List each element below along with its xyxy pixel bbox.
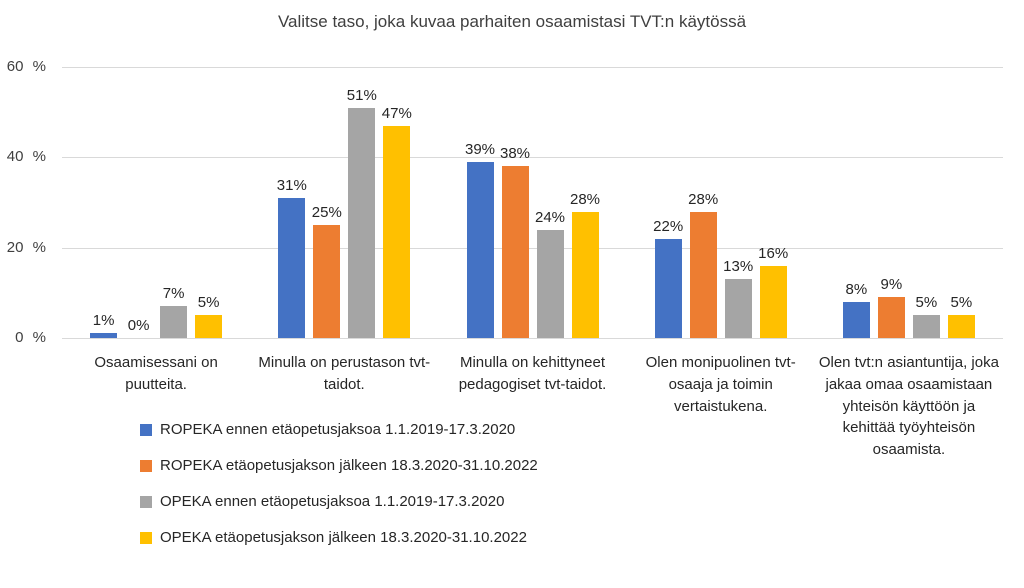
category-label: Minulla on perustason tvt-taidot.: [258, 354, 431, 393]
y-axis-tick-label: 20 %: [6, 238, 46, 256]
category-label: Olen monipuolinen tvt-osaaja ja toimin v…: [645, 354, 796, 415]
bar-value-label: 9%: [880, 276, 903, 294]
bar-value-label: 47%: [381, 104, 412, 122]
bar: [536, 229, 564, 338]
bar-value-label: 5%: [950, 294, 973, 312]
bar: [313, 225, 341, 338]
bar: [90, 333, 118, 338]
bar: [912, 315, 940, 338]
chart-title: Valitse taso, joka kuvaa parhaiten osaam…: [277, 12, 747, 31]
bar: [947, 315, 975, 338]
category-label: Minulla on kehittyneet pedagogiset tvt-t…: [458, 354, 607, 393]
bar: [842, 301, 870, 338]
legend-item: OPEKA etäopetusjakson jälkeen 18.3.2020-…: [140, 529, 538, 546]
bar: [759, 265, 787, 338]
bar-value-label: 39%: [464, 140, 496, 158]
legend-label: OPEKA etäopetusjakson jälkeen 18.3.2020-…: [160, 529, 527, 546]
bar: [383, 125, 411, 338]
legend-item: ROPEKA ennen etäopetusjaksoa 1.1.2019-17…: [140, 421, 538, 438]
bar-value-label: 38%: [499, 145, 531, 163]
gridline: [62, 247, 1003, 249]
bar: [501, 166, 529, 338]
bar-value-label: 22%: [653, 217, 684, 235]
bar: [278, 197, 306, 338]
legend-item: OPEKA ennen etäopetusjaksoa 1.1.2019-17.…: [140, 493, 538, 510]
bar-value-label: 5%: [197, 294, 220, 312]
bar-value-label: 13%: [723, 258, 754, 276]
legend-label: ROPEKA etäopetusjakson jälkeen 18.3.2020…: [160, 457, 538, 474]
bar-value-label: 31%: [276, 176, 307, 194]
bar: [571, 211, 599, 338]
bar-value-label: 28%: [688, 190, 719, 208]
category-label: Olen tvt:n asiantuntija, joka jakaa omaa…: [818, 354, 999, 458]
bar: [724, 279, 752, 338]
legend: ROPEKA ennen etäopetusjaksoa 1.1.2019-17…: [140, 421, 538, 546]
gridline: [62, 157, 1003, 159]
legend-label: OPEKA ennen etäopetusjaksoa 1.1.2019-17.…: [160, 493, 505, 510]
bar-value-label: 7%: [162, 285, 185, 303]
y-axis-tick-label: 60 %: [6, 58, 46, 75]
bar: [654, 238, 682, 338]
bar-value-label: 5%: [915, 294, 938, 312]
bar: [195, 315, 223, 338]
legend-swatch: [140, 459, 152, 472]
gridline: [62, 67, 1003, 68]
bar-value-label: 28%: [569, 190, 601, 208]
gridline: [62, 338, 1003, 339]
legend-swatch: [140, 531, 152, 544]
bar-value-label: 1%: [92, 312, 115, 330]
bar-value-label: 16%: [758, 244, 789, 262]
bar-value-label: 0%: [127, 317, 150, 334]
y-axis-tick-label: 40 %: [6, 148, 46, 166]
bar: [689, 211, 717, 338]
bar-value-label: 51%: [346, 86, 377, 104]
legend-item: ROPEKA etäopetusjakson jälkeen 18.3.2020…: [140, 457, 538, 474]
bar: [877, 297, 905, 338]
y-axis-tick-label: 0 %: [15, 329, 46, 346]
legend-swatch: [140, 423, 152, 436]
legend-swatch: [140, 495, 152, 508]
bar: [348, 107, 376, 338]
bar-value-label: 25%: [311, 204, 342, 222]
bar: [160, 306, 188, 338]
bar: [466, 161, 494, 338]
bar-value-label: 8%: [845, 280, 868, 298]
legend-label: ROPEKA ennen etäopetusjaksoa 1.1.2019-17…: [160, 421, 516, 438]
category-label: Osaamisessani on puutteita.: [94, 354, 218, 393]
bar-value-label: 24%: [534, 208, 566, 226]
